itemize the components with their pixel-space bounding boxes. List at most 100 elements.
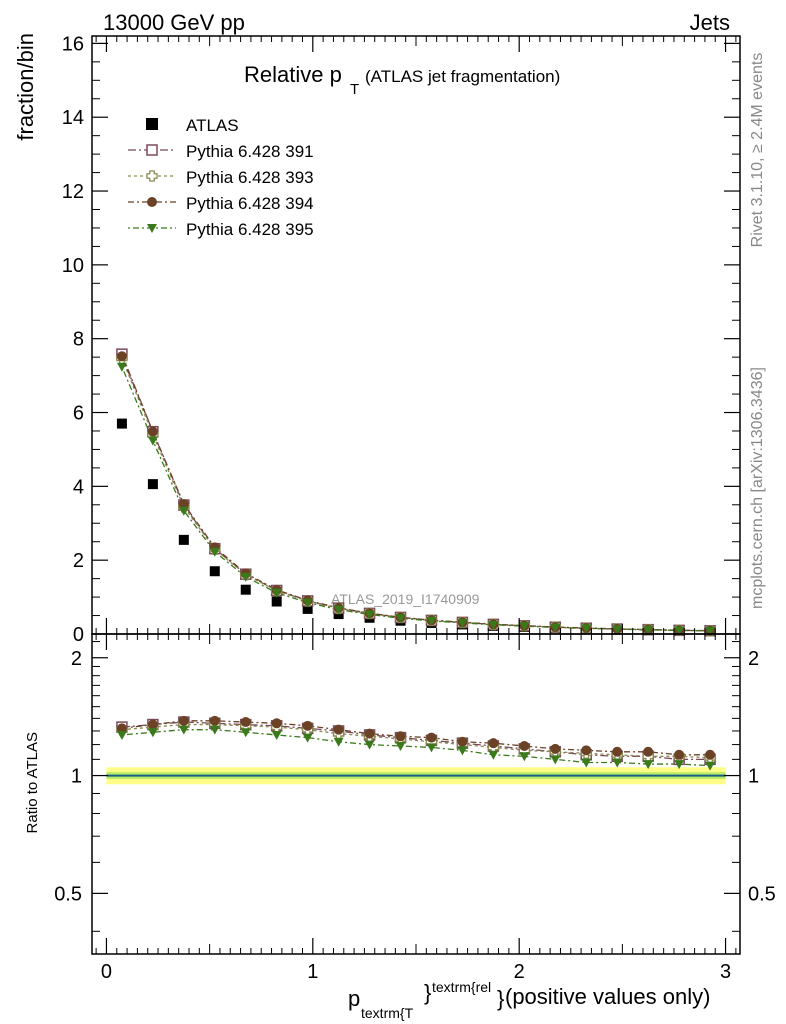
xtick-label: 2: [514, 961, 525, 983]
ratio-point-s394: [426, 732, 437, 743]
ratio-uncertainty-band: [106, 767, 726, 785]
ratio-point-s394: [240, 717, 251, 728]
main-ytick-label: 8: [73, 329, 84, 351]
series-point-s395: [116, 362, 127, 372]
analysis-watermark: ATLAS_2019_I1740909: [331, 591, 480, 607]
ratio-point-s394: [209, 715, 220, 726]
ratio-point-s394: [705, 749, 716, 760]
ratio-point-s394: [178, 715, 189, 726]
xlabel-brace2: }: [497, 986, 504, 1011]
ratio-ytick-label-right: 1: [748, 766, 759, 788]
series-point-s395: [178, 506, 189, 516]
series-line-main-s391: [121, 353, 711, 632]
data-point: [147, 479, 158, 490]
rivet-label: Rivet 3.1.10, ≥ 2.4M events: [749, 53, 766, 248]
series-point-s395: [426, 616, 437, 626]
main-ytick-label: 4: [73, 476, 84, 498]
ratio-point-s395: [178, 725, 189, 735]
ratio-point-s394: [302, 720, 313, 731]
title-main: Relative p: [244, 62, 342, 87]
data-point: [178, 534, 189, 545]
legend-marker-s395: [147, 224, 157, 233]
data-point: [271, 596, 282, 607]
series-lines: [121, 353, 711, 767]
series-point-s395: [457, 618, 468, 628]
main-ytick-label: 16: [62, 33, 84, 55]
main-ytick-label: 10: [62, 255, 84, 277]
xlabel-brace1: }: [424, 980, 431, 1005]
series-point-s395: [581, 624, 592, 634]
ratio-point-s394: [581, 745, 592, 756]
legend-label-s393: Pythia 6.428 393: [186, 168, 314, 187]
ratio-y-axis-label: Ratio to ATLAS: [24, 732, 41, 833]
xlabel-rest: (positive values only): [505, 984, 710, 1009]
plot-title: Relative p T (ATLAS jet fragmentation): [244, 62, 560, 98]
ratio-point-s395: [581, 758, 592, 768]
series-line-main-s394: [121, 356, 711, 632]
series-point-s395: [271, 588, 282, 598]
series-line-main-s393: [121, 358, 711, 632]
series-point-s395: [209, 547, 220, 557]
ratio-ytick-label: 2: [71, 648, 82, 670]
legend-label-s395: Pythia 6.428 395: [186, 220, 314, 239]
legend-marker-atlas: [146, 118, 158, 130]
ratio-point-s395: [209, 725, 220, 735]
legend-label-s391: Pythia 6.428 391: [186, 142, 314, 161]
ratio-point-s395: [674, 760, 685, 770]
ratio-point-s394: [271, 718, 282, 729]
ratio-point-s395: [457, 746, 468, 756]
x-axis-label: p textrm{T } textrm{rel } (positive valu…: [348, 979, 710, 1021]
series-point-s395: [364, 610, 375, 620]
series-point-s395: [333, 605, 344, 615]
xtick-label: 1: [307, 961, 318, 983]
series-point-s395: [674, 626, 685, 636]
ratio-point-s394: [488, 738, 499, 749]
series-point-s395: [302, 598, 313, 608]
ratio-point-s395: [519, 752, 530, 762]
series-point-s395: [240, 572, 251, 582]
xtick-label: 3: [720, 961, 731, 983]
main-ytick-label: 0: [73, 624, 84, 646]
ratio-point-s394: [333, 724, 344, 735]
series-point-s395: [488, 620, 499, 630]
mcplots-label: mcplots.cern.ch [arXiv:1306.3436]: [749, 367, 766, 609]
ratio-point-s395: [612, 758, 623, 768]
series-point-s395: [550, 623, 561, 633]
data-point: [240, 584, 251, 595]
ratio-point-s394: [457, 736, 468, 747]
ratio-point-s395: [116, 730, 127, 740]
data-point: [302, 603, 313, 614]
legend-label-s394: Pythia 6.428 394: [186, 194, 314, 213]
title-rest: (ATLAS jet fragmentation): [365, 67, 560, 86]
ratio-point-s394: [395, 731, 406, 742]
series-point-s394: [116, 351, 127, 362]
data-markers: [116, 348, 716, 771]
ratio-point-s394: [550, 743, 561, 754]
data-point: [209, 566, 220, 577]
series-point-s395: [395, 614, 406, 624]
series-point-s395: [519, 622, 530, 632]
ratio-point-s395: [147, 728, 158, 738]
xlabel-sub: textrm{T: [361, 1005, 414, 1021]
legend-label-atlas: ATLAS: [186, 116, 239, 135]
y-axis-label: fraction/bin: [13, 33, 38, 141]
series-point-s395: [705, 626, 716, 636]
ratio-ytick-label: 0.5: [54, 883, 82, 905]
series-point-s394: [178, 499, 189, 510]
ratio-frame: [91, 633, 741, 955]
ratio-point-s395: [643, 760, 654, 770]
header-right: Jets: [690, 10, 730, 35]
series-point-s395: [643, 625, 654, 635]
ratio-point-s395: [240, 728, 251, 738]
xlabel-sup: textrm{rel: [432, 979, 491, 995]
ratio-point-s395: [271, 730, 282, 740]
ratio-point-s394: [116, 723, 127, 734]
ratio-ytick-label-right: 2: [748, 648, 759, 670]
xlabel-p: p: [348, 986, 360, 1011]
legend-marker-s391: [146, 144, 158, 156]
ratio-point-s394: [147, 719, 158, 730]
ratio-point-s394: [612, 746, 623, 757]
ratio-point-s394: [364, 728, 375, 739]
